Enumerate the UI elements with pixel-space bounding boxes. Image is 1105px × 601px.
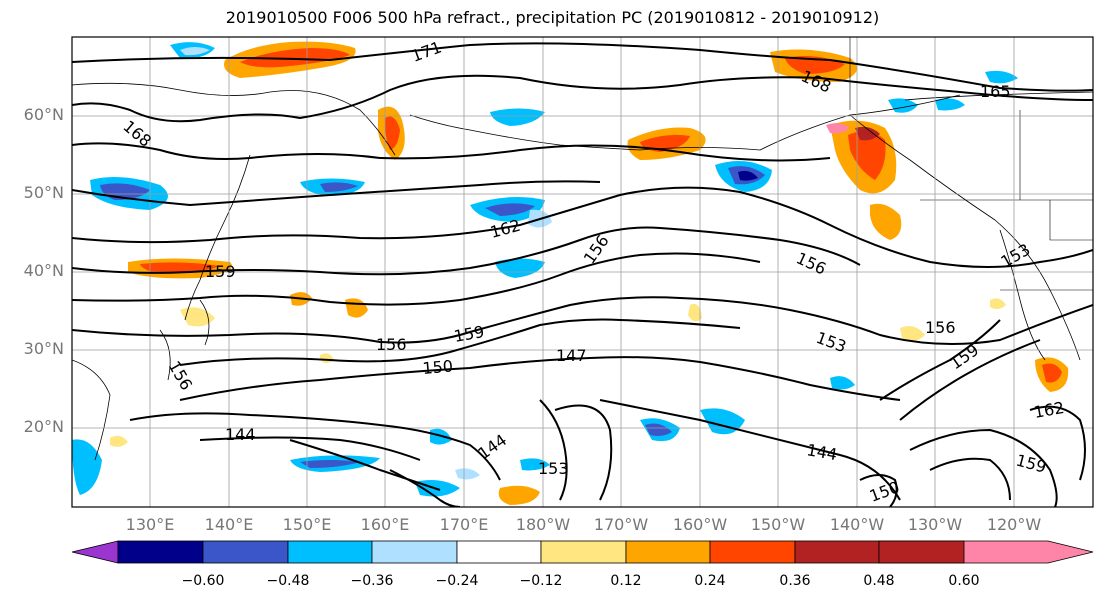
lon-label-130e: 130°E bbox=[125, 515, 175, 534]
colorbar-tick-label: 0.12 bbox=[610, 573, 642, 589]
map-frame bbox=[71, 36, 1094, 508]
map-title: 2019010500 F006 500 hPa refract., precip… bbox=[225, 8, 880, 27]
colorbar-bin bbox=[202, 540, 289, 564]
colorbar-bin bbox=[117, 540, 204, 564]
colorbar-tick-label: 0.48 bbox=[863, 573, 895, 589]
contour-label: 147 bbox=[556, 346, 587, 365]
colorbar-arrow-left bbox=[71, 540, 119, 564]
colorbar-tick-label: −0.48 bbox=[266, 573, 310, 589]
lon-label-120w: 120°W bbox=[986, 515, 1042, 534]
colorbar-tick-label: 0.60 bbox=[948, 573, 980, 589]
contour-labels: 171 168 165 168 162 156 159 156 153 156 … bbox=[119, 37, 1065, 505]
contour-label: 153 bbox=[538, 459, 569, 478]
contour-label: 156 bbox=[376, 335, 407, 354]
lon-label-150w: 150°W bbox=[750, 515, 806, 534]
lat-label-40n: 40°N bbox=[23, 261, 64, 280]
colorbar-tick-label: −0.60 bbox=[181, 573, 225, 589]
graticule bbox=[72, 37, 1093, 507]
colorbar-bin bbox=[709, 540, 796, 564]
colorbar-bin bbox=[456, 540, 542, 564]
colorbar-bin bbox=[878, 540, 965, 564]
contour-label: 156 bbox=[925, 318, 956, 337]
lon-label-160w: 160°W bbox=[672, 515, 728, 534]
lon-label-150e: 150°E bbox=[282, 515, 332, 534]
colorbar-tick-label: −0.24 bbox=[435, 573, 479, 589]
colorbar-bin bbox=[540, 540, 627, 564]
lon-label-140w: 140°W bbox=[829, 515, 885, 534]
colorbar-bin bbox=[287, 540, 373, 564]
contour-label: 144 bbox=[225, 425, 256, 444]
lon-label-130w: 130°W bbox=[907, 515, 963, 534]
contour-label: 159 bbox=[205, 262, 236, 281]
colorbar-bin bbox=[794, 540, 880, 564]
lon-label-160e: 160°E bbox=[360, 515, 410, 534]
lon-label-180w: 180°W bbox=[515, 515, 571, 534]
colorbar-tick-label: 0.24 bbox=[694, 573, 726, 589]
lat-label-30n: 30°N bbox=[23, 339, 64, 358]
colorbar-tick-label: −0.12 bbox=[519, 573, 563, 589]
colorbar-tick-label: −0.36 bbox=[350, 573, 394, 589]
lon-label-140e: 140°E bbox=[204, 515, 254, 534]
colorbar-bin bbox=[371, 540, 458, 564]
colorbar-tick-label: 0.36 bbox=[779, 573, 811, 589]
colorbar-bin bbox=[625, 540, 711, 564]
lat-label-50n: 50°N bbox=[23, 183, 64, 202]
contour-label: 150 bbox=[422, 356, 454, 378]
lat-label-60n: 60°N bbox=[23, 105, 64, 124]
colorbar bbox=[71, 540, 1094, 564]
refractivity-contours bbox=[72, 42, 1093, 507]
lon-label-170w: 170°W bbox=[593, 515, 649, 534]
lon-label-170e: 170°E bbox=[439, 515, 489, 534]
lat-label-20n: 20°N bbox=[23, 417, 64, 436]
contour-label: 165 bbox=[980, 82, 1011, 101]
